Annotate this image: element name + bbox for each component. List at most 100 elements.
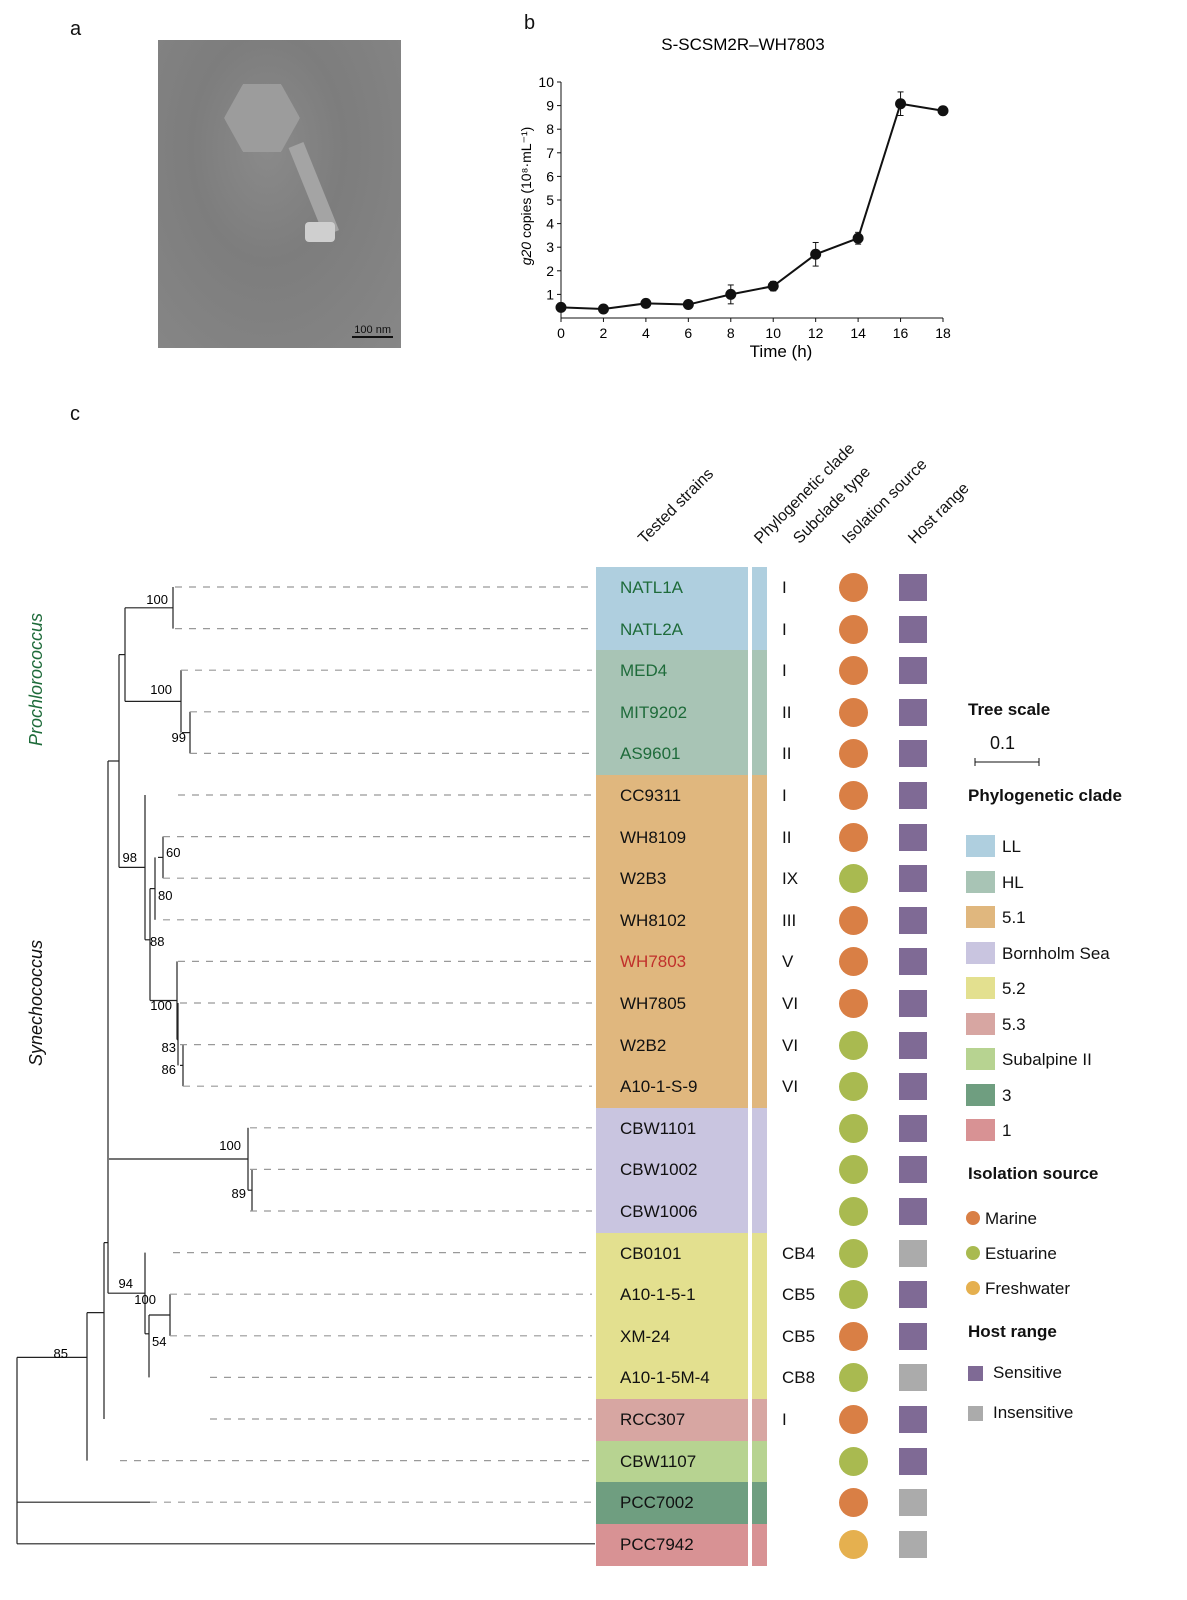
legend-source-marker [966, 1211, 980, 1225]
y-ticks: 1 2 3 4 5 6 7 8 9 10 [538, 74, 561, 302]
strain-name: WH8102 [596, 899, 748, 942]
clade-color-bar [752, 733, 767, 776]
host-range-marker [899, 1239, 927, 1267]
legend-source-label: Freshwater [985, 1279, 1071, 1298]
strain-name: PCC7942 [596, 1523, 748, 1566]
legend-clade-swatch [966, 1083, 995, 1106]
isolation-source-marker [839, 1405, 868, 1434]
bootstrap-value: 54 [152, 1334, 166, 1349]
host-range-marker [899, 906, 927, 934]
strain-name: NATL1A [596, 567, 748, 610]
clade-color-bar [752, 1232, 767, 1275]
header-host-range: Host range [905, 479, 973, 548]
strain-row: W2B2 VI [596, 1024, 956, 1067]
isolation-source-marker [839, 864, 868, 894]
clade-color-bar [752, 816, 767, 859]
x-tick-label: 14 [850, 325, 866, 341]
legend-clade-swatch [966, 941, 995, 964]
strain-row: MED4 I [596, 650, 956, 693]
strain-name: A10-1-5M-4 [596, 1357, 748, 1400]
strain-name: CBW1006 [596, 1191, 748, 1234]
data-point [682, 299, 694, 311]
subclade-type: IX [782, 869, 799, 889]
strain-name: A10-1-5-1 [596, 1274, 748, 1317]
bootstrap-value: 86 [162, 1062, 176, 1077]
subclade-type: V [782, 952, 794, 972]
clade-color-bar [752, 1066, 767, 1109]
header-tested-strains: Tested strains [635, 465, 718, 548]
legend-source-label: Estuarine [985, 1244, 1057, 1263]
strain-name: PCC7002 [596, 1482, 748, 1525]
legend-clade-swatch [966, 1048, 995, 1070]
data-point [937, 105, 949, 117]
isolation-source-marker [839, 739, 868, 769]
legend-host-title: Host range [968, 1322, 1057, 1341]
isolation-source-marker [839, 614, 868, 644]
strain-name: CBW1107 [596, 1440, 748, 1483]
host-range-marker [899, 1322, 927, 1350]
isolation-source-marker [839, 1238, 868, 1268]
data-point [597, 303, 609, 315]
data-points [555, 98, 949, 315]
legend-host-label: Sensitive [993, 1363, 1062, 1382]
clade-color-bar [752, 691, 767, 734]
strain-name: MIT9202 [596, 691, 748, 734]
legend-clade-label: Subalpine II [1002, 1050, 1092, 1069]
legend-host-marker [968, 1366, 983, 1381]
bootstrap-value: 100 [146, 592, 168, 607]
panel-label-c: c [70, 403, 80, 425]
x-ticks: 0 2 4 6 8 10 12 14 16 18 [557, 318, 951, 341]
legend-clade-label: 5.3 [1002, 1014, 1026, 1034]
bootstrap-value: 100 [150, 682, 172, 697]
y-tick-label: 2 [546, 263, 554, 279]
host-range-marker [899, 1489, 927, 1517]
strain-row: CC9311 I [596, 775, 956, 818]
isolation-source-marker [839, 1280, 868, 1310]
y-tick-label: 9 [546, 98, 554, 114]
strain-row: WH7805 VI [596, 983, 956, 1026]
host-range-marker [899, 1447, 927, 1475]
strain-name: WH7803 [596, 941, 748, 984]
legend-source-label: Marine [985, 1209, 1037, 1228]
clade-color-bar [752, 567, 767, 610]
strain-row: A10-1-5M-4 CB8 [596, 1357, 956, 1400]
subclade-type: CB4 [782, 1243, 816, 1263]
clade-color-bar [752, 1107, 767, 1150]
clade-color-bar [752, 650, 767, 693]
host-range-marker [899, 865, 927, 893]
isolation-source-marker [839, 905, 868, 935]
legend-source-marker [966, 1281, 980, 1295]
subclade-type: VI [782, 1077, 799, 1097]
strain-name: A10-1-S-9 [596, 1066, 748, 1109]
strain-name: WH8109 [596, 816, 748, 859]
legend-clade-label: 5.1 [1002, 908, 1026, 927]
subclade-type: I [782, 619, 787, 639]
clade-color-bar [752, 1191, 767, 1234]
legend-clade-title: Phylogenetic clade [968, 786, 1122, 805]
y-axis-label-units: copies (10⁸·mL⁻¹) [518, 127, 534, 242]
legend-clade-swatch [966, 1119, 995, 1141]
data-point [810, 248, 822, 260]
tree-branches [16, 587, 595, 1545]
host-range-marker [899, 574, 927, 601]
host-range-marker [899, 1406, 927, 1433]
bootstrap-value: 85 [54, 1346, 68, 1361]
x-tick-label: 12 [808, 325, 824, 341]
y-tick-label: 5 [546, 192, 554, 208]
host-range-marker [899, 1073, 927, 1101]
clade-color-bar [752, 1523, 767, 1566]
subclade-type: I [782, 1410, 787, 1429]
chart-title: S-SCSM2R–WH7803 [661, 35, 824, 54]
series-line [560, 102, 944, 311]
y-tick-label: 1 [546, 286, 554, 302]
y-tick-label: 8 [546, 121, 554, 137]
legend-clade-label: 1 [1002, 1121, 1012, 1140]
bootstrap-value: 98 [123, 850, 137, 865]
strain-row: AS9601 II [596, 733, 956, 776]
host-range-marker [899, 1156, 927, 1184]
x-tick-label: 6 [684, 325, 692, 341]
legend-host-label: Insensitive [993, 1403, 1074, 1422]
isolation-source-marker [839, 1030, 868, 1060]
clade-color-bar [752, 899, 767, 942]
